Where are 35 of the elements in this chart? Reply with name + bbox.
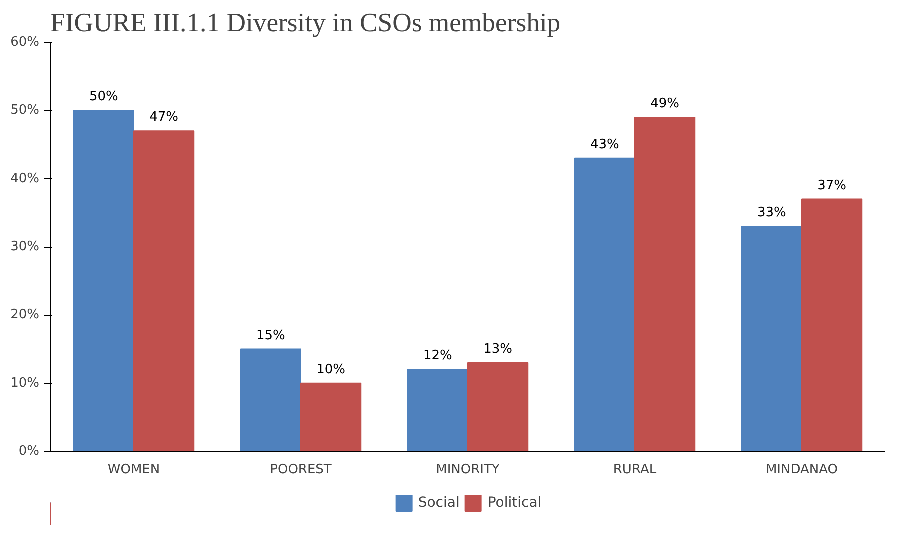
bar xyxy=(240,348,302,452)
bar xyxy=(468,362,529,452)
bar xyxy=(407,369,468,452)
x-tick-label: WOMEN xyxy=(108,462,160,478)
bar xyxy=(300,382,362,452)
bar xyxy=(634,116,696,452)
text: 50% xyxy=(89,90,118,105)
text: 15% xyxy=(256,328,286,344)
y-tick-label: 60% xyxy=(10,35,40,50)
y-tick-label: 0% xyxy=(18,444,40,459)
text: 43% xyxy=(590,137,620,152)
bar xyxy=(574,158,636,452)
text: 33% xyxy=(757,206,786,221)
x-tick-label: MINORITY xyxy=(436,462,500,478)
y-tick-label: 30% xyxy=(10,240,40,254)
text: 47% xyxy=(150,110,179,126)
legend-label: Social xyxy=(418,494,460,510)
bar xyxy=(802,198,863,452)
y-tick-label: 50% xyxy=(10,103,40,118)
x-tick-label: MINDANAO xyxy=(766,462,838,478)
y-tick-label: 20% xyxy=(10,308,40,323)
text: 37% xyxy=(818,178,847,194)
x-tick-label: RURAL xyxy=(613,462,658,478)
legend-label: Political xyxy=(488,494,542,510)
text: 12% xyxy=(423,348,452,364)
text: 13% xyxy=(484,342,513,357)
x-tick-label: POOREST xyxy=(270,462,332,478)
bar xyxy=(741,226,802,452)
y-tick-label: 40% xyxy=(10,171,40,186)
bar xyxy=(73,110,134,452)
text: 10% xyxy=(316,362,346,378)
bar xyxy=(134,130,195,452)
text: 49% xyxy=(650,96,680,112)
chart-title: FIGURE III.1.1 Diversity in CSOs membership xyxy=(50,8,561,38)
y-tick-label: 10% xyxy=(10,376,40,391)
